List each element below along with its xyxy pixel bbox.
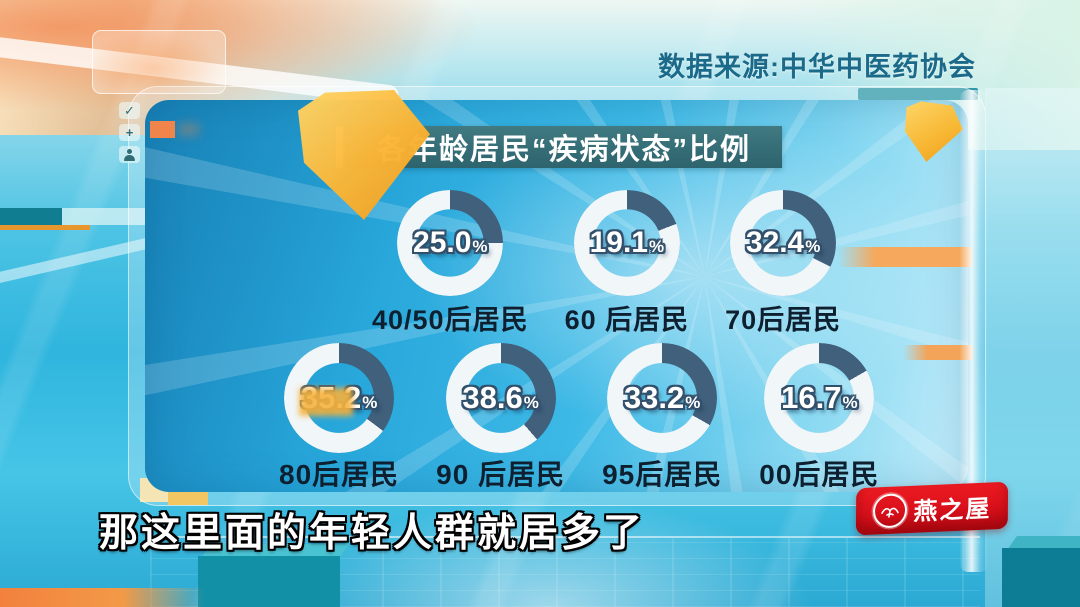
donut-value-number: 25.0 (413, 226, 472, 259)
decor-teal-bar (0, 208, 62, 225)
donut-value-unit: % (523, 393, 539, 412)
plus-icon[interactable]: + (119, 124, 140, 141)
donut-ring (730, 190, 837, 296)
donut-wrap: 25.0% (397, 190, 504, 296)
donut-value-unit: % (648, 237, 665, 256)
donut-ring (445, 343, 556, 453)
donut-value-unit: % (842, 393, 858, 412)
donut-label: 00后居民 (759, 459, 880, 490)
donut-value-unit: % (805, 237, 821, 256)
donut-ring (607, 343, 718, 453)
decor-orange-strip (0, 588, 205, 607)
donut-ring (397, 190, 504, 296)
caption-subtitle: 那这里面的年轻人群就居多了 (99, 512, 646, 555)
donut-label: 80后居民 (279, 459, 400, 490)
donut-row-1: 25.0% 40/50后居民 19.1% 60 后居民 32.4% 70后居民 (372, 190, 841, 337)
donut-chart: 16.7% 00后居民 (759, 343, 879, 492)
donut-value-unit: % (685, 393, 701, 412)
donut-value: 33.2% (624, 380, 700, 416)
donut-wrap: 16.7% (764, 343, 875, 453)
decor-teal-cube (198, 556, 340, 607)
donut-label: 60 后居民 (564, 305, 690, 335)
donut-label: 90 后居民 (436, 459, 566, 490)
donut-value: 38.6% (462, 380, 538, 416)
check-glyph: ✓ (124, 103, 135, 118)
donut-chart: 32.4% 70后居民 (725, 190, 841, 337)
donut-chart: 33.2% 95后居民 (602, 343, 722, 492)
donut-chart: 25.0% 40/50后居民 (372, 190, 529, 337)
decor-orange-chip (150, 121, 175, 138)
donut-label: 40/50后居民 (372, 305, 529, 335)
decor-floor-glow (240, 480, 860, 607)
donut-ring (573, 190, 680, 296)
brand-name: 燕之屋 (913, 495, 992, 526)
decor-gold-blur (299, 388, 353, 416)
decor-teal-bar-top (858, 88, 978, 100)
decor-teal-bar-light (62, 208, 172, 225)
chart-title: 各年龄居民“疾病状态”比例 (376, 134, 751, 166)
donut-value-number: 16.7 (781, 380, 842, 415)
donut-value-unit: % (472, 237, 488, 256)
donut-ring (764, 343, 875, 453)
donut-chart: 38.6% 90 后居民 (436, 343, 565, 492)
donut-value: 19.1% (590, 226, 665, 260)
donut-wrap: 19.1% (573, 190, 680, 296)
donut-wrap: 32.4% (730, 190, 837, 296)
decor-frost-box (92, 30, 226, 94)
donut-label: 95后居民 (602, 459, 723, 490)
decor-frost-right (985, 88, 1080, 607)
donut-label: 70后居民 (725, 305, 842, 335)
decor-orange-bar-1 (838, 247, 972, 267)
donut-value: 25.0% (413, 226, 488, 260)
check-icon[interactable]: ✓ (119, 102, 140, 119)
decor-orange-bar-2 (903, 345, 973, 360)
donut-value-number: 38.6 (462, 380, 523, 415)
side-toolbar: ✓ + (119, 102, 140, 163)
donut-chart: 19.1% 60 后居民 (565, 190, 690, 337)
decor-teal-cube-right (1002, 548, 1080, 607)
donut-value-unit: % (362, 393, 378, 412)
donut-wrap: 38.6% (445, 343, 556, 453)
donut-value-number: 33.2 (623, 380, 685, 415)
person-glyph (123, 148, 136, 161)
brand-badge: 燕之屋 (855, 481, 1009, 536)
donut-value-number: 32.4 (745, 226, 805, 259)
donut-wrap: 33.2% (607, 343, 718, 453)
decor-orange-line (0, 225, 90, 230)
data-source-label: 数据来源:中华中医药协会 (658, 52, 976, 82)
plus-glyph: + (125, 125, 134, 140)
swallow-logo-icon (872, 492, 907, 529)
person-icon[interactable] (119, 146, 140, 163)
donut-value: 32.4% (746, 226, 821, 260)
chart-panel: 各年龄居民“疾病状态”比例 25.0% 40/50后居民 19.1% 60 后居民 32… (145, 100, 968, 492)
donut-chart: 35.2%80后居民 (279, 343, 399, 492)
donut-value-number: 19.1 (589, 226, 648, 259)
decor-floor-line (150, 536, 980, 538)
donut-value: 16.7% (781, 380, 857, 416)
